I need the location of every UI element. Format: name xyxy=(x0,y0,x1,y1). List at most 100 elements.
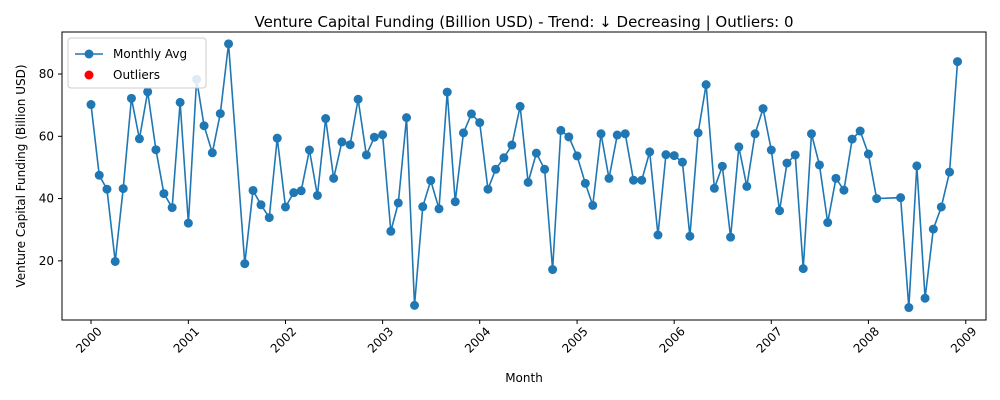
data-point xyxy=(442,87,452,97)
data-point xyxy=(540,164,550,174)
data-point xyxy=(839,185,849,195)
data-point xyxy=(531,148,541,158)
data-point xyxy=(904,303,914,313)
data-point xyxy=(693,128,703,138)
data-point xyxy=(920,293,930,303)
data-point xyxy=(102,184,112,194)
data-point xyxy=(701,80,711,90)
data-point xyxy=(215,109,225,119)
data-point xyxy=(685,231,695,241)
data-point xyxy=(596,129,606,139)
data-point xyxy=(256,200,266,210)
data-point xyxy=(726,232,736,242)
data-point xyxy=(280,202,290,212)
legend-label-monthly-avg: Monthly Avg xyxy=(113,47,187,61)
data-point xyxy=(110,256,120,266)
data-point xyxy=(912,161,922,171)
data-point xyxy=(742,181,752,191)
data-point xyxy=(175,97,185,107)
data-point xyxy=(766,145,776,155)
data-point xyxy=(936,202,946,212)
y-tick-label: 40 xyxy=(39,192,54,206)
data-point xyxy=(151,145,161,155)
data-point xyxy=(289,188,299,198)
legend: Monthly Avg Outliers xyxy=(67,37,207,89)
data-point xyxy=(717,161,727,171)
data-point xyxy=(94,170,104,180)
x-axis-label: Month xyxy=(505,371,543,385)
data-point xyxy=(264,213,274,223)
data-point xyxy=(450,197,460,207)
data-point xyxy=(677,157,687,167)
data-point xyxy=(515,101,525,111)
data-point xyxy=(782,158,792,168)
data-point xyxy=(620,129,630,139)
data-point xyxy=(847,134,857,144)
data-point xyxy=(207,148,217,158)
legend-box xyxy=(67,37,207,89)
y-axis-label: Venture Capital Funding (Billion USD) xyxy=(14,64,28,287)
data-point xyxy=(426,176,436,186)
data-point xyxy=(418,202,428,212)
data-point xyxy=(378,130,388,140)
legend-outlier-icon xyxy=(84,70,94,80)
data-point xyxy=(775,206,785,216)
data-point xyxy=(248,185,258,195)
data-point xyxy=(369,132,379,142)
data-point xyxy=(402,113,412,123)
data-point xyxy=(863,149,873,159)
data-point xyxy=(645,147,655,157)
y-tick-label: 60 xyxy=(39,129,54,143)
legend-marker-icon xyxy=(84,49,94,59)
data-point xyxy=(806,129,816,139)
data-point xyxy=(167,203,177,213)
series-markers-monthly-avg xyxy=(86,39,963,313)
data-point xyxy=(564,132,574,142)
data-point xyxy=(240,259,250,269)
data-point xyxy=(353,94,363,104)
data-point xyxy=(928,224,938,234)
data-point xyxy=(507,140,517,150)
data-point xyxy=(491,164,501,174)
data-point xyxy=(483,184,493,194)
data-point xyxy=(118,184,128,194)
data-point xyxy=(224,39,234,49)
data-point xyxy=(86,100,96,110)
data-point xyxy=(159,189,169,199)
data-point xyxy=(734,142,744,152)
chart-title: Venture Capital Funding (Billion USD) - … xyxy=(254,13,793,31)
data-point xyxy=(126,93,136,103)
data-point xyxy=(604,173,614,183)
data-point xyxy=(953,57,963,67)
data-point xyxy=(272,133,282,143)
data-point xyxy=(410,300,420,310)
data-point xyxy=(653,230,663,240)
data-point xyxy=(434,204,444,214)
data-point xyxy=(134,134,144,144)
data-point xyxy=(458,128,468,138)
data-point xyxy=(499,153,509,163)
data-point xyxy=(758,104,768,114)
data-point xyxy=(572,151,582,161)
data-point xyxy=(361,150,371,160)
data-point xyxy=(345,140,355,150)
data-point xyxy=(831,173,841,183)
data-point xyxy=(798,264,808,274)
data-point xyxy=(637,175,647,185)
data-point xyxy=(466,109,476,119)
y-tick-label: 80 xyxy=(39,67,54,81)
data-point xyxy=(628,175,638,185)
data-point xyxy=(523,177,533,187)
data-point xyxy=(143,87,153,97)
data-point xyxy=(321,114,331,124)
data-point xyxy=(386,226,396,236)
y-tick-label: 20 xyxy=(39,254,54,268)
data-point xyxy=(312,190,322,200)
data-point xyxy=(790,150,800,160)
data-point xyxy=(669,151,679,161)
data-point xyxy=(393,198,403,208)
data-point xyxy=(814,160,824,170)
data-point xyxy=(588,200,598,210)
data-point xyxy=(709,183,719,193)
